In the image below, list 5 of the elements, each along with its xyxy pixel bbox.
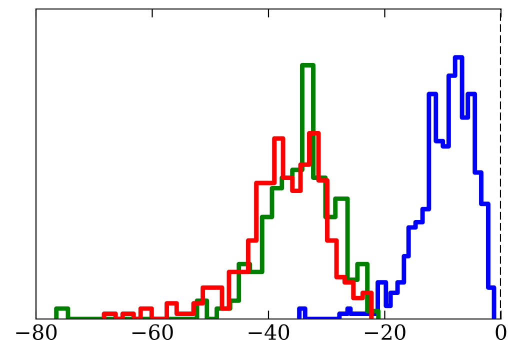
x-tick-label: 0	[496, 324, 506, 340]
x-tick-label: −40	[248, 324, 290, 340]
x-tick-label: −20	[364, 324, 406, 340]
x-tick-label: −60	[132, 324, 173, 340]
x-tick-label: −80	[16, 324, 57, 340]
